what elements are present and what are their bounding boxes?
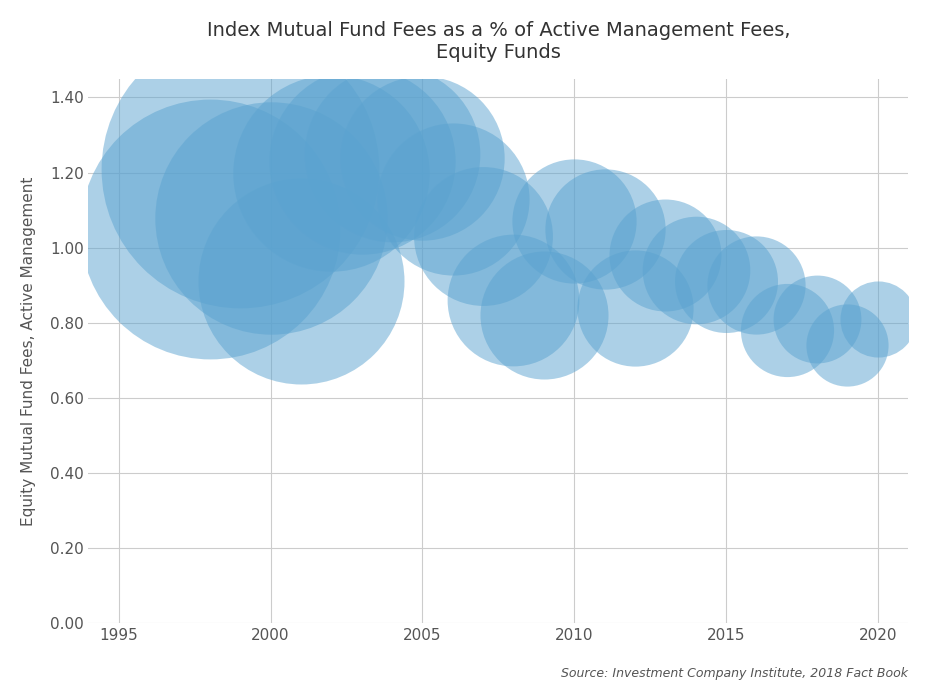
Point (233, 163, 248, 174)
Point (354, 155, 368, 167)
Point (657, 249, 672, 260)
Point (263, 212, 277, 223)
Point (688, 265, 702, 276)
Point (626, 302, 641, 314)
Point (384, 148, 399, 160)
Point (415, 152, 430, 163)
Point (779, 325, 793, 336)
Point (445, 193, 459, 204)
Point (597, 223, 612, 235)
Y-axis label: Equity Mutual Fund Fees, Active Management: Equity Mutual Fund Fees, Active Manageme… (20, 176, 36, 526)
Point (324, 167, 339, 178)
Point (566, 216, 581, 227)
Point (809, 314, 824, 325)
Text: Source: Investment Company Institute, 2018 Fact Book: Source: Investment Company Institute, 20… (561, 666, 908, 680)
Point (748, 279, 763, 290)
Point (535, 309, 550, 321)
Point (506, 295, 521, 306)
Point (202, 223, 217, 235)
Point (839, 340, 854, 351)
Point (717, 276, 732, 287)
Point (475, 231, 490, 242)
Point (293, 276, 308, 287)
Point (870, 314, 884, 325)
Title: Index Mutual Fund Fees as a % of Active Management Fees,
Equity Funds: Index Mutual Fund Fees as a % of Active … (206, 21, 789, 62)
